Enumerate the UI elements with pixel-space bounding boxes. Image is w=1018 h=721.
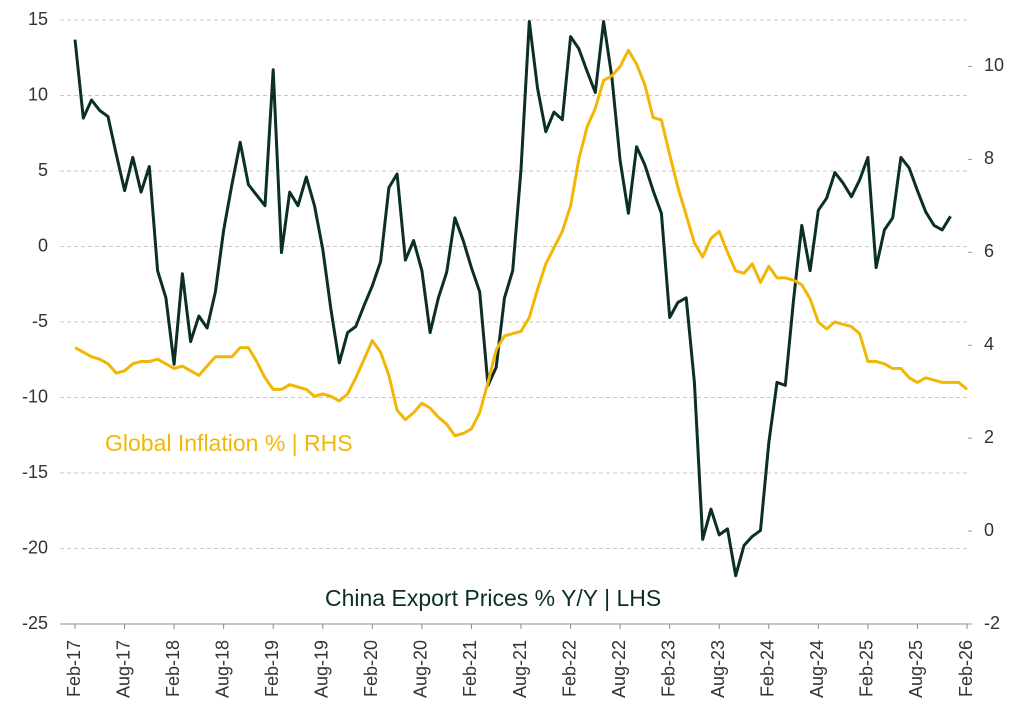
- y2-tick-label: 4: [984, 334, 994, 354]
- x-tick-label: Aug-18: [212, 640, 232, 698]
- y2-tick-label: 0: [984, 520, 994, 540]
- x-tick-label: Aug-17: [113, 640, 133, 698]
- y-tick-label: 15: [28, 9, 48, 29]
- y-tick-label: 10: [28, 84, 48, 104]
- x-tick-label: Aug-24: [807, 640, 827, 698]
- x-tick-label: Feb-20: [361, 640, 381, 697]
- x-tick-label: Feb-21: [460, 640, 480, 697]
- series-label: Global Inflation % | RHS: [105, 430, 353, 456]
- y2-tick-label: 8: [984, 148, 994, 168]
- x-tick-label: Feb-18: [163, 640, 183, 697]
- series-line: [74, 48, 968, 438]
- y2-tick-label: 10: [984, 55, 1004, 75]
- series-label: China Export Prices % Y/Y | LHS: [325, 585, 661, 611]
- y-tick-label: -25: [22, 613, 48, 633]
- x-tick-label: Aug-19: [312, 640, 332, 698]
- x-tick-label: Aug-21: [510, 640, 530, 698]
- x-tick-label: Aug-22: [609, 640, 629, 698]
- x-tick-label: Feb-25: [857, 640, 877, 697]
- x-tick-label: Aug-23: [708, 640, 728, 698]
- x-tick-label: Feb-22: [559, 640, 579, 697]
- y2-tick-label: 6: [984, 241, 994, 261]
- x-tick-label: Feb-23: [658, 640, 678, 697]
- x-tick-label: Feb-24: [758, 640, 778, 697]
- y-tick-label: -5: [32, 311, 48, 331]
- y-tick-label: 5: [38, 160, 48, 180]
- y2-tick-label: 2: [984, 427, 994, 447]
- y-tick-label: 0: [38, 235, 48, 255]
- x-tick-label: Aug-25: [906, 640, 926, 698]
- y2-tick-label: -2: [984, 613, 1000, 633]
- series-line: [73, 20, 952, 578]
- y-tick-label: -15: [22, 462, 48, 482]
- x-tick-label: Aug-20: [411, 640, 431, 698]
- x-tick-label: Feb-19: [262, 640, 282, 697]
- x-tick-label: Feb-17: [64, 640, 84, 697]
- x-tick-label: Feb-26: [956, 640, 976, 697]
- y-tick-label: -10: [22, 386, 48, 406]
- y-tick-label: -20: [22, 537, 48, 557]
